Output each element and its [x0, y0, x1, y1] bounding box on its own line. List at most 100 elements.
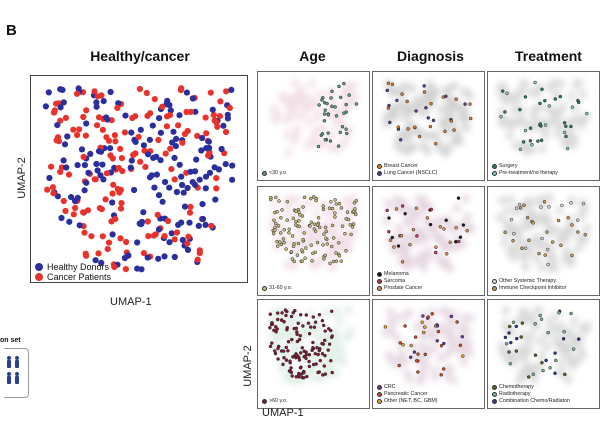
main-plot-title: Healthy/cancer [90, 48, 190, 64]
panel-point [295, 339, 300, 344]
panel-point [426, 315, 430, 319]
panel-point [354, 212, 358, 217]
scatter-point [60, 157, 67, 164]
density-blob [571, 115, 580, 124]
panel-point [512, 231, 516, 236]
panel-legend-item: Surgery [492, 163, 558, 170]
density-blob [541, 132, 550, 141]
panel-point [273, 225, 277, 230]
scatter-point [57, 168, 64, 175]
density-blob [506, 131, 514, 140]
scatter-point [103, 114, 110, 121]
panel-legend-marker [492, 385, 497, 390]
panel-legend-marker [262, 171, 267, 176]
scatter-point [155, 136, 162, 144]
scatter-point [80, 153, 87, 160]
density-blob [510, 117, 519, 126]
density-blob [293, 125, 302, 133]
panel-legend-item: Radiotherapy [492, 391, 570, 398]
panel-point [313, 250, 318, 255]
density-blob [283, 130, 292, 139]
panel-point [282, 240, 286, 245]
scatter-point [138, 220, 145, 227]
panel-point [565, 146, 570, 151]
density-blob [323, 308, 331, 317]
density-blob [547, 251, 556, 260]
panel-point [301, 324, 305, 328]
panel-point [522, 203, 526, 208]
density-blob [279, 95, 288, 104]
panel-point [305, 374, 309, 379]
legend-item-cancer: Cancer Patients [35, 272, 111, 282]
panel-point [554, 358, 558, 363]
treatment-panel-1: Surgery Pre-treatment/no therapy [487, 71, 600, 181]
scatter-point [128, 129, 135, 136]
density-blob [290, 261, 299, 270]
density-blob [536, 239, 545, 248]
panel-point [300, 214, 305, 218]
panel-point [345, 131, 349, 136]
panel-point [281, 349, 286, 353]
density-blob [335, 232, 344, 241]
panel-point [320, 132, 325, 136]
panel-point [330, 89, 334, 94]
density-blob [460, 87, 469, 96]
scatter-point [83, 179, 90, 186]
panel-point [520, 321, 525, 325]
density-blob [331, 355, 340, 364]
panel-point [531, 221, 535, 225]
panel-point [511, 320, 516, 325]
panel-legend-item: Pancreatic Cancer [377, 391, 438, 398]
panel-point [528, 139, 533, 143]
panel-point [514, 336, 519, 341]
scatter-point [194, 132, 201, 139]
scatter-point [176, 161, 183, 168]
panel-point [500, 89, 505, 93]
scatter-point [110, 181, 117, 188]
panel-legend-label: Prostate Cancer [384, 285, 423, 291]
density-blob [280, 333, 289, 342]
panel-point [533, 353, 538, 357]
density-blob [284, 209, 293, 218]
scatter-point [62, 207, 69, 215]
density-blob [341, 196, 350, 205]
scatter-point [46, 174, 53, 182]
panel-scatter [382, 79, 474, 158]
density-blob [460, 116, 469, 125]
scatter-point [73, 90, 81, 97]
panel-point [423, 352, 428, 357]
density-blob [509, 243, 518, 252]
panel-legend-marker [492, 279, 497, 284]
density-blob [453, 345, 462, 354]
scatter-point [224, 115, 231, 122]
panel-point [514, 324, 519, 329]
scatter-point [229, 162, 236, 169]
panel-point [330, 334, 334, 338]
panel-point [388, 120, 392, 125]
scatter-point [59, 86, 66, 93]
panel-point [333, 198, 337, 202]
scatter-point [60, 197, 67, 205]
scatter-point [181, 203, 189, 210]
scatter-point [87, 150, 94, 157]
scatter-point [183, 89, 190, 96]
scatter-point [93, 103, 100, 110]
scatter-point [187, 108, 194, 115]
panel-point [324, 229, 329, 234]
panel-point [400, 92, 404, 96]
panel-point [279, 318, 284, 322]
density-blob [436, 105, 445, 114]
scatter-point [148, 172, 155, 179]
panel-point [304, 313, 309, 317]
scatter-point [80, 209, 87, 216]
density-blob [294, 344, 303, 353]
panel-point [348, 222, 353, 227]
density-blob [406, 142, 415, 151]
panel-point [291, 244, 296, 249]
density-blob [314, 333, 323, 342]
panel-point [412, 350, 417, 354]
scatter-point [176, 112, 183, 119]
density-blob [556, 322, 565, 331]
panel-point [340, 224, 345, 228]
density-blob [411, 213, 420, 222]
